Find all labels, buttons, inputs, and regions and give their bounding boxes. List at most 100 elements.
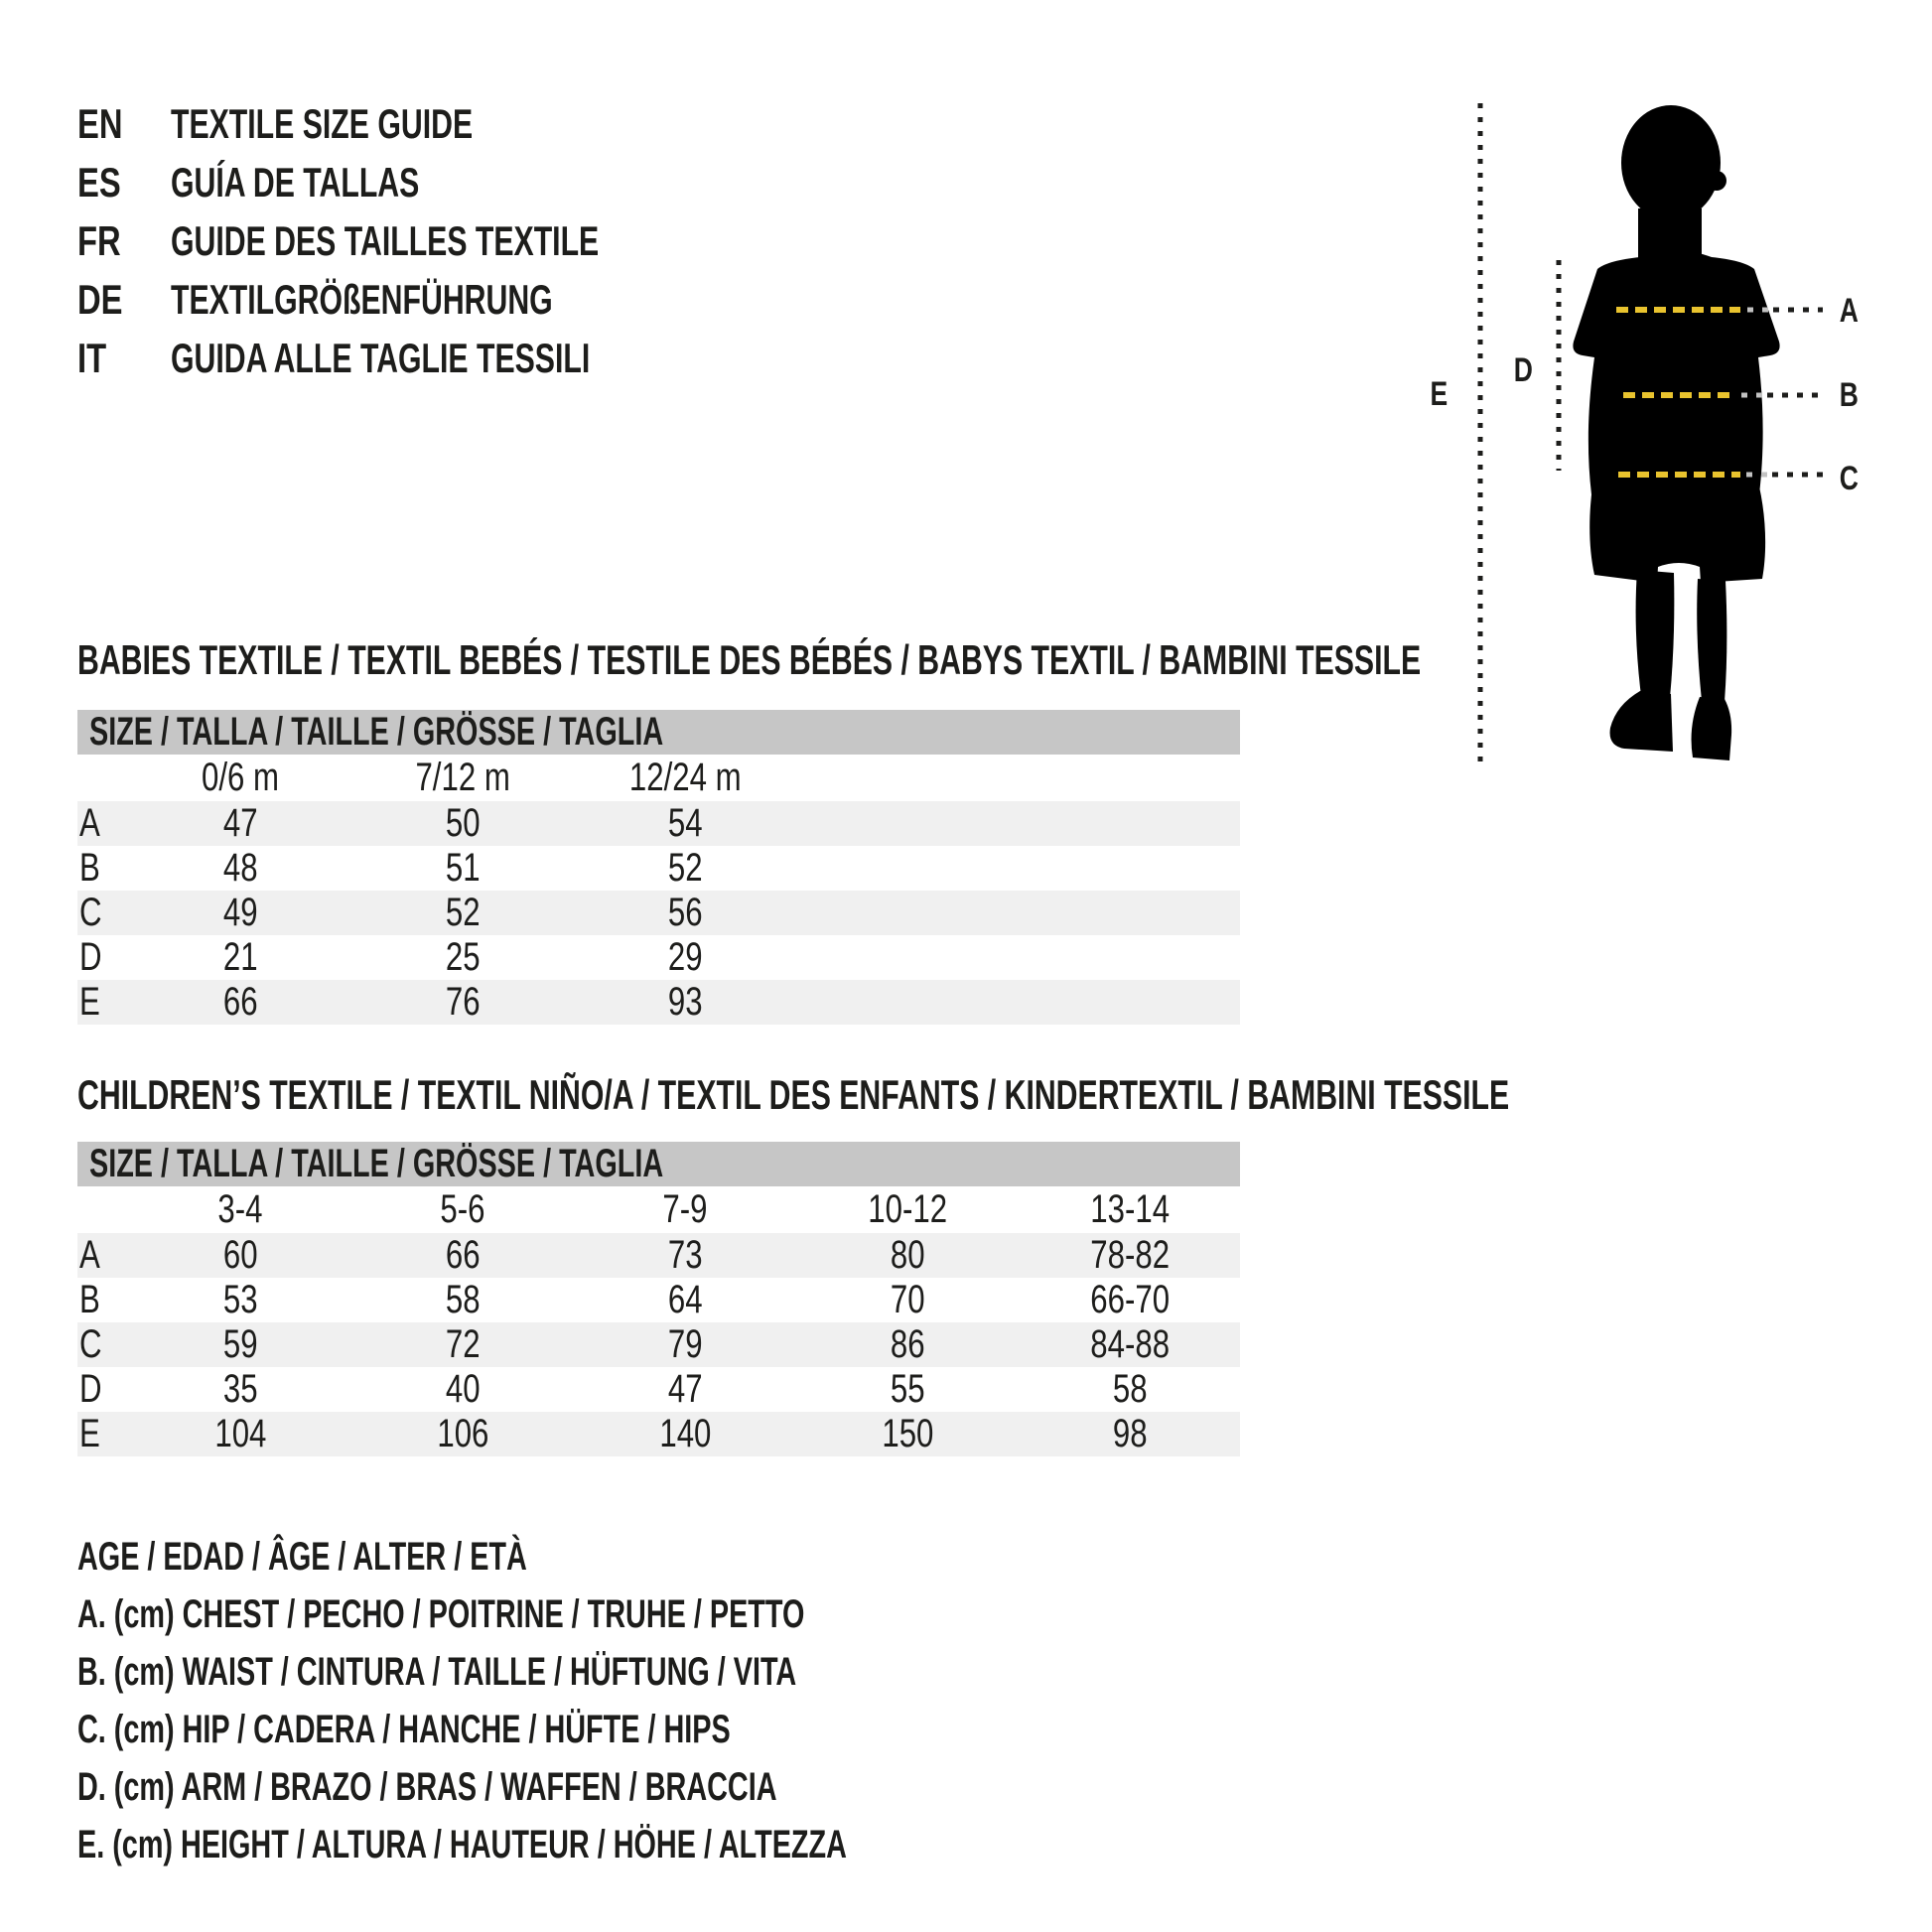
table-cell — [796, 846, 1240, 891]
table-row: E 104 106 140 150 98 — [77, 1412, 1240, 1456]
table-cell: 150 — [881, 1412, 934, 1455]
table-row: D 21 25 29 — [77, 935, 1240, 980]
table-cell: 59 — [222, 1322, 258, 1366]
size-header-label: SIZE / TALLA / TAILLE / GRÖSSE / TAGLIA — [89, 710, 664, 754]
chest-line-label: A — [1839, 292, 1859, 330]
guide-title-es: GUÍA DE TALLAS — [171, 158, 420, 206]
table-cell: 70 — [890, 1278, 925, 1321]
table-cell: 50 — [445, 801, 481, 845]
guide-title-en: TEXTILE SIZE GUIDE — [171, 99, 474, 147]
child-silhouette — [1573, 105, 1780, 760]
language-code: FR — [77, 216, 121, 264]
size-header-bar: SIZE / TALLA / TAILLE / GRÖSSE / TAGLIA — [77, 1142, 1240, 1186]
language-list: EN TEXTILE SIZE GUIDE ES GUÍA DE TALLAS … — [77, 94, 765, 387]
arm-line-label: D — [1513, 351, 1533, 389]
table-row: C 49 52 56 — [77, 891, 1240, 935]
table-cell: 53 — [222, 1278, 258, 1321]
table-cell: 66 — [445, 1233, 481, 1277]
table-cell: 72 — [445, 1322, 481, 1366]
row-label: E — [79, 1412, 100, 1455]
table-cell: 140 — [658, 1412, 712, 1455]
row-label: B — [79, 846, 100, 890]
measurement-figure: A B C D E — [1410, 60, 1932, 794]
table-cell — [796, 935, 1240, 980]
language-row-it: IT GUIDA ALLE TAGLIE TESSILI — [77, 329, 765, 387]
language-row-es: ES GUÍA DE TALLAS — [77, 153, 765, 211]
table-cell: 29 — [667, 935, 703, 979]
column-header: 12/24 m — [628, 756, 742, 799]
size-header-label: SIZE / TALLA / TAILLE / GRÖSSE / TAGLIA — [89, 1142, 664, 1185]
language-row-fr: FR GUIDE DES TAILLES TEXTILE — [77, 211, 765, 270]
size-header-bar: SIZE / TALLA / TAILLE / GRÖSSE / TAGLIA — [77, 710, 1240, 755]
row-label: A — [79, 1233, 100, 1277]
table-cell: 48 — [222, 846, 258, 890]
legend-line-waist: B. (cm) WAIST / CINTURA / TAILLE / HÜFTU… — [77, 1649, 797, 1694]
table-cell: 47 — [222, 801, 258, 845]
babies-size-table: SIZE / TALLA / TAILLE / GRÖSSE / TAGLIA … — [77, 710, 1240, 1025]
table-cell: 78-82 — [1090, 1233, 1170, 1277]
legend-line-chest: A. (cm) CHEST / PECHO / POITRINE / TRUHE… — [77, 1591, 805, 1636]
height-line-label: E — [1430, 375, 1449, 413]
column-header: 0/6 m — [201, 756, 280, 799]
children-section-title: CHILDREN’S TEXTILE / TEXTIL NIÑO/A / TEX… — [77, 1071, 1510, 1118]
table-cell: 60 — [222, 1233, 258, 1277]
table-cell — [77, 755, 129, 801]
table-cell: 98 — [1112, 1412, 1148, 1455]
table-cell: 86 — [890, 1322, 925, 1366]
legend-line-height: E. (cm) HEIGHT / ALTURA / HAUTEUR / HÖHE… — [77, 1822, 847, 1866]
table-cell — [796, 755, 1240, 801]
row-label: B — [79, 1278, 100, 1321]
table-cell: 64 — [667, 1278, 703, 1321]
guide-title-de: TEXTILGRÖßENFÜHRUNG — [171, 275, 553, 323]
table-cell: 35 — [222, 1367, 258, 1411]
table-row: A 60 66 73 80 78-82 — [77, 1233, 1240, 1278]
language-code: IT — [77, 334, 107, 381]
language-row-en: EN TEXTILE SIZE GUIDE — [77, 94, 765, 153]
table-row: A 47 50 54 — [77, 801, 1240, 846]
column-header: 7/12 m — [415, 756, 510, 799]
child-silhouette-diagram — [1477, 103, 1823, 764]
table-cell: 25 — [445, 935, 481, 979]
table-cell: 80 — [890, 1233, 925, 1277]
children-size-table: SIZE / TALLA / TAILLE / GRÖSSE / TAGLIA … — [77, 1142, 1240, 1456]
table-cell: 47 — [667, 1367, 703, 1411]
language-row-de: DE TEXTILGRÖßENFÜHRUNG — [77, 270, 765, 329]
column-header: 5-6 — [440, 1187, 485, 1231]
table-cell: 58 — [445, 1278, 481, 1321]
table-cell: 52 — [667, 846, 703, 890]
table-cell: 79 — [667, 1322, 703, 1366]
legend-line-arm: D. (cm) ARM / BRAZO / BRAS / WAFFEN / BR… — [77, 1764, 777, 1809]
language-code: ES — [77, 158, 121, 206]
table-cell: 66-70 — [1090, 1278, 1170, 1321]
table-row: C 59 72 79 86 84-88 — [77, 1322, 1240, 1367]
column-header: 7-9 — [662, 1187, 708, 1231]
row-label: C — [79, 891, 102, 934]
waist-line-label: B — [1839, 376, 1859, 414]
table-cell: 104 — [213, 1412, 267, 1455]
table-row: B 53 58 64 70 66-70 — [77, 1278, 1240, 1322]
table-cell: 106 — [436, 1412, 489, 1455]
table-cell: 58 — [1112, 1367, 1148, 1411]
table-column-header-row: 3-4 5-6 7-9 10-12 13-14 — [77, 1186, 1240, 1233]
table-row: B 48 51 52 — [77, 846, 1240, 891]
row-label: D — [79, 1367, 102, 1411]
row-label: E — [79, 980, 100, 1024]
table-cell: 66 — [222, 980, 258, 1024]
table-cell: 84-88 — [1090, 1322, 1170, 1366]
row-label: A — [79, 801, 100, 845]
table-cell: 52 — [445, 891, 481, 934]
table-cell: 54 — [667, 801, 703, 845]
row-label: C — [79, 1322, 102, 1366]
column-header: 3-4 — [217, 1187, 263, 1231]
language-code: EN — [77, 99, 123, 147]
table-cell: 55 — [890, 1367, 925, 1411]
table-cell — [77, 1186, 129, 1233]
table-row: D 35 40 47 55 58 — [77, 1367, 1240, 1412]
table-cell — [796, 891, 1240, 935]
table-column-header-row: 0/6 m 7/12 m 12/24 m — [77, 755, 1240, 801]
column-header: 10-12 — [868, 1187, 947, 1231]
row-label: D — [79, 935, 102, 979]
table-cell — [796, 980, 1240, 1025]
guide-title-it: GUIDA ALLE TAGLIE TESSILI — [171, 334, 591, 381]
